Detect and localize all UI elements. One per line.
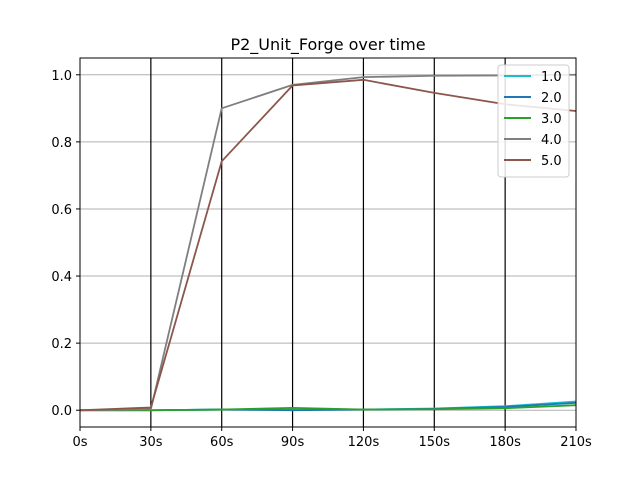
legend-label-3.0: 3.0 — [541, 112, 562, 127]
y-tick-label-1: 0.2 — [51, 337, 72, 352]
series-line-5.0 — [79, 78, 577, 412]
plot-frame — [79, 57, 577, 428]
legend-label-5.0: 5.0 — [541, 154, 562, 169]
legend-label-2.0: 2.0 — [541, 91, 562, 106]
vertical-markers — [150, 58, 506, 427]
series-line-4.0 — [79, 73, 577, 412]
x-tick-label-5: 150s — [418, 435, 450, 450]
y-tick-label-0: 0.0 — [51, 404, 72, 419]
y-tick-label-4: 0.8 — [51, 136, 72, 151]
x-tick-label-1: 30s — [139, 435, 163, 450]
x-tick-label-4: 120s — [348, 435, 380, 450]
tick-layer: 0s 30s 60s 90s 120s 150s 180s 210s 0.0 0.2 0.4 0.6 0… — [51, 69, 592, 450]
y-tick-label-5: 1.0 — [51, 69, 72, 84]
x-tick-label-6: 180s — [489, 435, 521, 450]
y-tick-label-3: 0.6 — [51, 203, 72, 218]
x-tick-label-3: 90s — [281, 435, 305, 450]
legend: 1.0 2.0 3.0 4.0 5.0 — [497, 64, 570, 178]
grid-layer — [80, 74, 576, 411]
x-tick-label-2: 60s — [210, 435, 234, 450]
legend-label-4.0: 4.0 — [541, 133, 562, 148]
y-tick-label-2: 0.4 — [51, 270, 72, 285]
x-tick-label-0: 0s — [72, 435, 87, 450]
legend-label-1.0: 1.0 — [541, 70, 562, 85]
series-layer — [79, 73, 577, 412]
chart-title: P2_Unit_Forge over time — [230, 35, 425, 55]
series-line-3.0 — [80, 404, 577, 412]
x-tick-label-7: 210s — [560, 435, 592, 450]
legend-box — [497, 64, 570, 178]
